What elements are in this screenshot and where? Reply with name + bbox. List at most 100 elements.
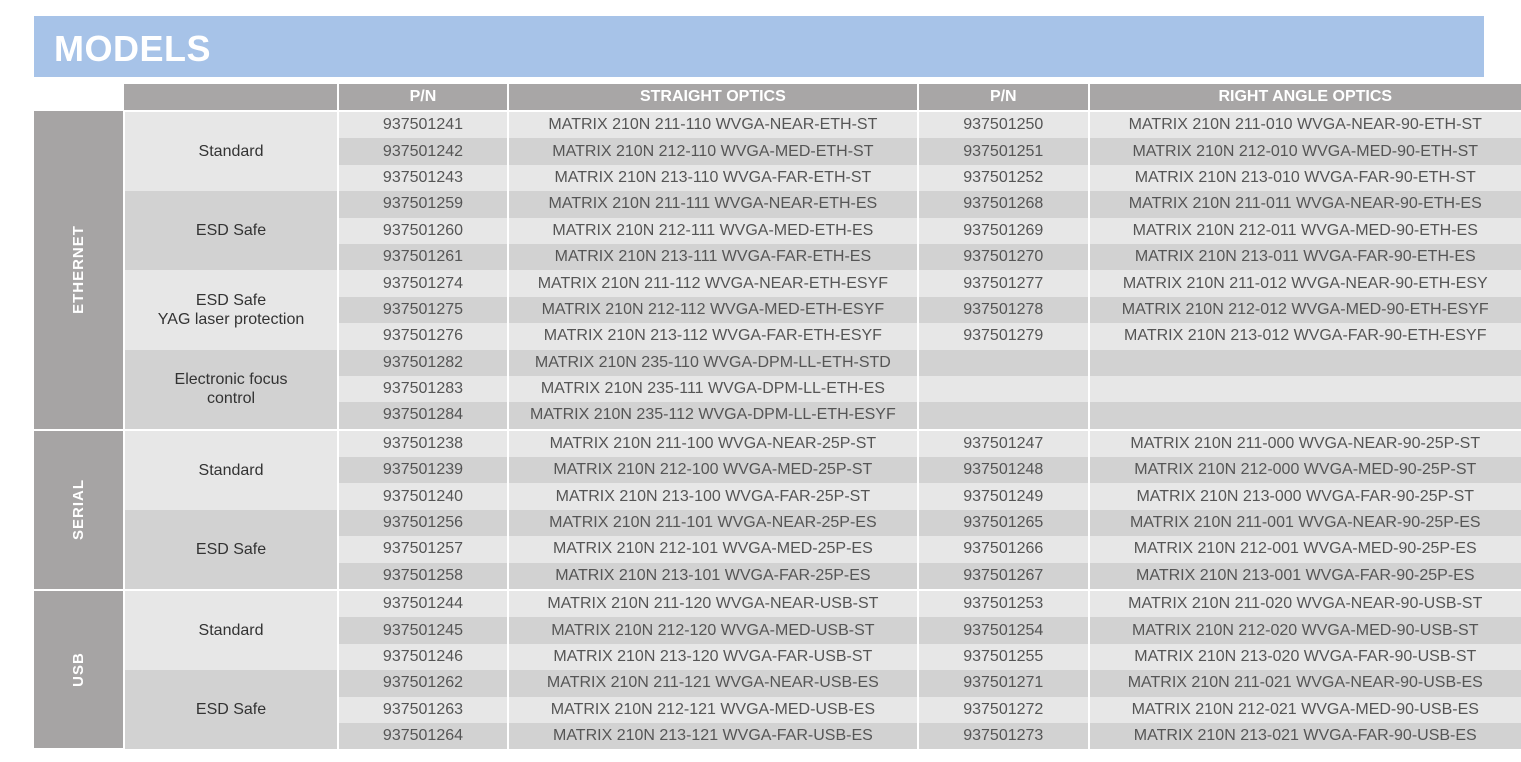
table-row: ESD Safe 937501262 MATRIX 210N 211-121 WVG…	[34, 670, 1521, 750]
table-row: 937501264 MATRIX 210N 213-121 WVGA-FAR-US…	[34, 722, 1521, 750]
model-straight: MATRIX 210N 212-120 WVGA-MED-USB-ST	[506, 617, 919, 644]
model-right: MATRIX 210N 212-010 WVGA-MED-90-ETH-ST	[1087, 138, 1521, 165]
table-row: 937501240 MATRIX 210N 213-100 WVGA-FAR-25…	[34, 483, 1521, 510]
group-label-line: ESD Safe	[195, 291, 267, 309]
group-label-line: ESD Safe	[195, 540, 267, 558]
section-label-text: ETHERNET	[69, 225, 87, 315]
model-straight: MATRIX 210N 213-100 WVGA-FAR-25P-ST	[506, 483, 919, 510]
model-right: MATRIX 210N 213-010 WVGA-FAR-90-ETH-ST	[1087, 164, 1521, 192]
table-row: 937501242 MATRIX 210N 212-110 WVGA-MED-ET…	[34, 138, 1521, 165]
pn-straight: 937501257	[337, 536, 508, 563]
header-pn-right: P/N	[917, 84, 1089, 112]
model-straight: MATRIX 210N 211-101 WVGA-NEAR-25P-ES	[506, 509, 919, 537]
table-row: 937501243 MATRIX 210N 213-110 WVGA-FAR-ET…	[34, 164, 1521, 192]
model-straight: MATRIX 210N 213-120 WVGA-FAR-USB-ST	[506, 643, 919, 671]
model-straight: MATRIX 210N 211-110 WVGA-NEAR-ETH-ST	[506, 111, 919, 139]
group-label: ESD Safe	[122, 509, 339, 591]
table-row: 937501245 MATRIX 210N 212-120 WVGA-MED-US…	[34, 617, 1521, 644]
pn-right: 937501255	[917, 643, 1089, 671]
model-straight: MATRIX 210N 211-120 WVGA-NEAR-USB-ST	[506, 589, 919, 618]
group-label: Electronic focus control	[122, 349, 339, 430]
model-straight: MATRIX 210N 213-110 WVGA-FAR-ETH-ST	[506, 164, 919, 192]
table-row: 937501275 MATRIX 210N 212-112 WVGA-MED-ET…	[34, 296, 1521, 324]
header-right-angle-optics: RIGHT ANGLE OPTICS	[1087, 84, 1521, 112]
pn-straight: 937501238	[337, 428, 508, 458]
model-straight: MATRIX 210N 211-121 WVGA-NEAR-USB-ES	[506, 670, 919, 697]
pn-straight: 937501274	[337, 270, 508, 297]
model-straight: MATRIX 210N 211-112 WVGA-NEAR-ETH-ESYF	[506, 270, 919, 297]
table-row: ESD Safe YAG laser protection 937501274 MAT…	[34, 270, 1521, 350]
pn-straight: 937501264	[337, 722, 508, 750]
pn-right: 937501268	[917, 191, 1089, 218]
group-label: Standard	[122, 111, 339, 192]
table-row: ETHERNET Standard 937501241 MATRIX 210N 211…	[34, 111, 1521, 431]
group-label: ESD Safe	[122, 191, 339, 271]
table-row: 937501283 MATRIX 210N 235-111 WVGA-DPM-LL…	[34, 375, 1521, 403]
group-label: Standard	[122, 589, 339, 671]
model-right: MATRIX 210N 212-000 WVGA-MED-90-25P-ST	[1087, 457, 1521, 484]
table-row: 937501284 MATRIX 210N 235-112 WVGA-DPM-LL…	[34, 402, 1521, 430]
pn-straight: 937501246	[337, 643, 508, 671]
pn-right: 937501278	[917, 296, 1089, 324]
pn-right: 937501254	[917, 617, 1089, 644]
table-row: Electronic focus control 937501282 MATRIX 2…	[34, 349, 1521, 430]
model-right: MATRIX 210N 211-020 WVGA-NEAR-90-USB-ST	[1087, 589, 1521, 618]
model-right: MATRIX 210N 213-001 WVGA-FAR-90-25P-ES	[1087, 562, 1521, 591]
table-row: USB Standard 937501244 MATRIX 210N 211-120 …	[34, 589, 1521, 751]
pn-straight: 937501276	[337, 323, 508, 350]
pn-right: 937501277	[917, 270, 1089, 297]
model-right: MATRIX 210N 213-012 WVGA-FAR-90-ETH-ESYF	[1087, 323, 1521, 350]
model-right: MATRIX 210N 213-000 WVGA-FAR-90-25P-ST	[1087, 483, 1521, 510]
model-straight: MATRIX 210N 211-111 WVGA-NEAR-ETH-ES	[506, 191, 919, 218]
model-right: MATRIX 210N 212-020 WVGA-MED-90-USB-ST	[1087, 617, 1521, 644]
pn-right: 937501252	[917, 164, 1089, 192]
table-row: 937501261 MATRIX 210N 213-111 WVGA-FAR-ET…	[34, 243, 1521, 271]
pn-straight: 937501282	[337, 349, 508, 376]
group-label: ESD Safe	[122, 670, 339, 750]
header-straight-optics: STRAIGHT OPTICS	[506, 84, 919, 112]
pn-straight: 937501283	[337, 375, 508, 403]
pn-straight: 937501260	[337, 217, 508, 244]
model-right: MATRIX 210N 211-001 WVGA-NEAR-90-25P-ES	[1087, 509, 1521, 537]
model-right: MATRIX 210N 211-010 WVGA-NEAR-90-ETH-ST	[1087, 111, 1521, 139]
model-straight: MATRIX 210N 213-101 WVGA-FAR-25P-ES	[506, 562, 919, 591]
group-label-line: Electronic focus	[174, 371, 288, 389]
model-right	[1087, 402, 1521, 430]
table-row: ESD Safe 937501256 MATRIX 210N 211-101 WVG…	[34, 509, 1521, 591]
model-right: MATRIX 210N 211-011 WVGA-NEAR-90-ETH-ES	[1087, 191, 1521, 218]
pn-right	[917, 349, 1089, 376]
pn-straight: 937501245	[337, 617, 508, 644]
pn-right: 937501266	[917, 536, 1089, 563]
group-label-line: Standard	[198, 143, 264, 161]
model-straight: MATRIX 210N 235-112 WVGA-DPM-LL-ETH-ESYF	[506, 402, 919, 430]
model-right: MATRIX 210N 212-011 WVGA-MED-90-ETH-ES	[1087, 217, 1521, 244]
model-straight: MATRIX 210N 212-121 WVGA-MED-USB-ES	[506, 696, 919, 723]
section-label-ethernet: ETHERNET	[34, 111, 125, 431]
pn-straight: 937501241	[337, 111, 508, 139]
section-label-text: USB	[69, 652, 87, 688]
pn-straight: 937501240	[337, 483, 508, 510]
header-blank	[34, 84, 124, 111]
pn-straight: 937501258	[337, 562, 508, 591]
pn-right: 937501271	[917, 670, 1089, 697]
section-label-usb: USB	[34, 589, 125, 751]
pn-right: 937501265	[917, 509, 1089, 537]
model-straight: MATRIX 210N 212-111 WVGA-MED-ETH-ES	[506, 217, 919, 244]
pn-right: 937501248	[917, 457, 1089, 484]
header-group	[123, 84, 339, 112]
pn-straight: 937501261	[337, 243, 508, 271]
page-title: MODELS	[54, 28, 212, 69]
table-row: 937501276 MATRIX 210N 213-112 WVGA-FAR-ET…	[34, 323, 1521, 350]
model-right: MATRIX 210N 211-012 WVGA-NEAR-90-ETH-ESY	[1087, 270, 1521, 297]
header-row: P/N STRAIGHT OPTICS P/N RIGHT ANGLE OPTI…	[34, 84, 1521, 112]
group-label-line: control	[207, 390, 256, 408]
pn-straight: 937501239	[337, 457, 508, 484]
pn-right: 937501269	[917, 217, 1089, 244]
model-right: MATRIX 210N 211-021 WVGA-NEAR-90-USB-ES	[1087, 670, 1521, 697]
pn-right	[917, 375, 1089, 403]
model-right: MATRIX 210N 213-021 WVGA-FAR-90-USB-ES	[1087, 722, 1521, 750]
pn-straight: 937501263	[337, 696, 508, 723]
model-straight: MATRIX 210N 213-112 WVGA-FAR-ETH-ESYF	[506, 323, 919, 350]
model-straight: MATRIX 210N 213-111 WVGA-FAR-ETH-ES	[506, 243, 919, 271]
header-pn-straight: P/N	[337, 84, 508, 112]
